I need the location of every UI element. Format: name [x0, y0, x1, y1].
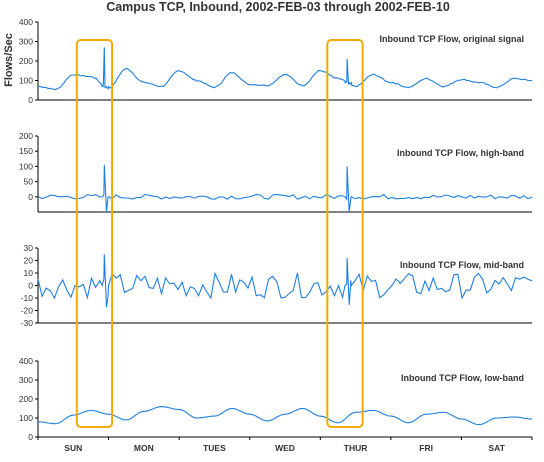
y-tick-label: 200: [19, 131, 33, 141]
highlight-box-2: [326, 39, 364, 428]
highlight-boxes: [75, 39, 364, 428]
chart-panel-3: -30 -20 -10 0 10 20 30 Inbound TCP Flow, mid-ba…: [21, 243, 533, 328]
y-tick-label: 100: [19, 76, 33, 86]
day-label: TUES: [203, 443, 226, 453]
y-tick-label: 50: [24, 177, 34, 187]
y-tick-label: 10: [24, 268, 34, 278]
y-tick-label: 0: [28, 95, 33, 105]
y-tick-label: 20: [24, 256, 34, 266]
y-tick-label: 100: [19, 161, 33, 171]
y-tick-label: -20: [21, 306, 34, 316]
y-tick-label: 150: [19, 146, 33, 156]
highlight-box-1: [75, 39, 114, 428]
day-label: FRI: [419, 443, 433, 453]
y-tick-label: -30: [21, 318, 34, 328]
panel-label: Inbound TCP Flow, high-band: [397, 148, 524, 158]
y-tick-label: 300: [19, 375, 33, 385]
y-tick-label: 400: [19, 17, 33, 27]
day-label: WED: [275, 443, 295, 453]
y-tick-label: 0: [28, 192, 33, 202]
day-label: MON: [134, 443, 154, 453]
series-line: [37, 164, 533, 213]
day-label: SUN: [64, 443, 82, 453]
chart-title: Campus TCP, Inbound, 2002-FEB-03 through…: [106, 0, 450, 14]
series-line: [38, 406, 532, 426]
panel-label: Inbound TCP Flow, low-band: [401, 373, 524, 383]
chart-panel-1: 0 100 200 300 400 Inbound TCP Flow, original …: [19, 17, 533, 105]
y-tick-label: 30: [24, 243, 34, 253]
chart-panel-4: 0 100 200 300 400 Inbound TCP Flow, low-band: [19, 356, 532, 442]
x-axis-days: SUN MON TUES WED THUR FRI SAT: [37, 437, 533, 453]
series-line: [38, 47, 533, 91]
y-tick-label: 200: [19, 394, 33, 404]
chart-panel-2: 0 50 100 150 200 Inbound TCP Flow, high-band: [19, 131, 533, 213]
panel-label: Inbound TCP Flow, original signal: [380, 34, 525, 44]
y-tick-label: 300: [19, 37, 33, 47]
y-tick-label: 0: [28, 432, 33, 442]
y-tick-label: 400: [19, 356, 33, 366]
y-tick-label: 200: [19, 56, 33, 66]
series-line: [37, 254, 533, 308]
y-tick-label: 0: [28, 281, 33, 291]
y-tick-label: -10: [21, 293, 34, 303]
y-tick-label: 100: [19, 413, 33, 423]
day-label: THUR: [344, 443, 368, 453]
panel-label: Inbound TCP Flow, mid-band: [400, 260, 524, 270]
y-axis-label: Flows/Sec: [3, 33, 15, 87]
day-label: SAT: [489, 443, 506, 453]
